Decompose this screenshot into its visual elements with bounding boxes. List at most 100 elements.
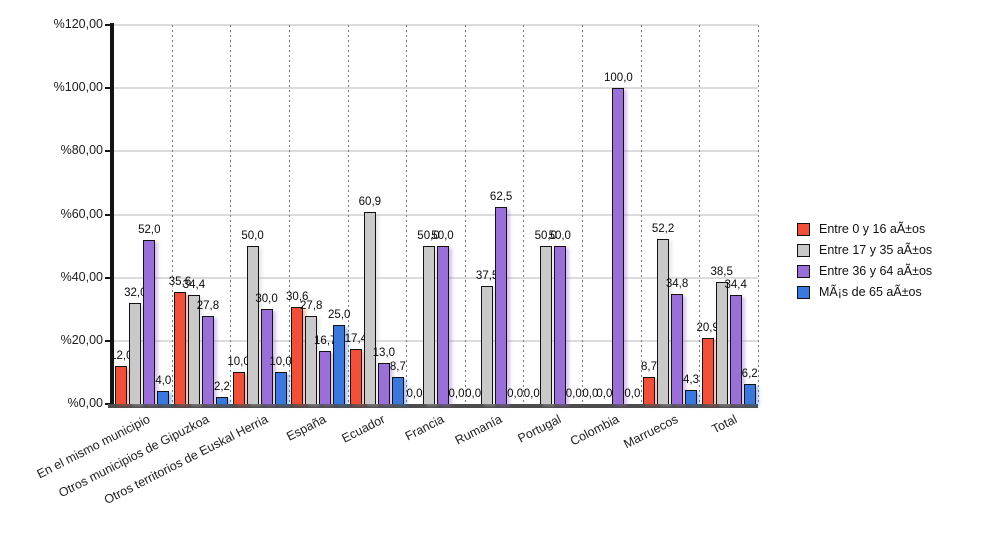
y-axis-tick-mark — [105, 213, 110, 216]
legend-swatch-icon — [797, 285, 810, 299]
bar-value-label: 37,5 — [475, 269, 499, 282]
y-axis-tick-label: %60,00 — [60, 206, 103, 221]
bar-entre-0-y-16-aã±os — [232, 372, 245, 404]
legend-swatch-icon — [797, 264, 810, 278]
y-axis-line — [110, 23, 114, 408]
bar-value-label: 38,5 — [710, 266, 733, 279]
bar-value-label: 2,2 — [213, 381, 230, 394]
bar-value-label: 30,6 — [286, 291, 309, 304]
y-gridline — [113, 339, 758, 342]
bar-mã¡s-de-65-aã±os — [274, 372, 287, 404]
bar-value-label: 62,5 — [489, 190, 513, 203]
bar-entre-0-y-16-aã±os — [643, 376, 656, 404]
legend-item: Entre 0 y 16 aÃ±os — [797, 222, 932, 236]
bar-value-label: 50,0 — [534, 230, 557, 243]
bar-entre-0-y-16-aã±os — [115, 366, 128, 404]
bar-entre-36-y-64-aã±os — [319, 351, 332, 404]
bar-value-label: 8,7 — [641, 360, 658, 373]
legend-swatch-icon — [797, 222, 810, 236]
y-gridline — [113, 24, 758, 26]
category-separator-line — [288, 25, 290, 404]
bar-entre-36-y-64-aã±os — [201, 316, 214, 404]
bar-entre-17-y-35-aã±os — [422, 246, 435, 404]
bar-value-label: 0,0 — [523, 388, 540, 400]
bar-value-label: 25,0 — [328, 309, 351, 322]
bar-value-label: 20,9 — [696, 321, 719, 334]
bar-value-label: 27,8 — [300, 300, 323, 313]
chart-legend: Entre 0 y 16 aÃ±os Entre 17 y 35 aÃ±os Ent… — [797, 222, 932, 299]
bar-entre-36-y-64-aã±os — [260, 309, 273, 404]
bar-mã¡s-de-65-aã±os — [391, 376, 404, 404]
y-gridline — [113, 276, 758, 279]
bar-value-label: 50,0 — [241, 230, 264, 243]
bar-entre-17-y-35-aã±os — [539, 246, 552, 404]
y-axis-tick-mark — [105, 87, 110, 90]
bar-value-label: 34,4 — [182, 279, 206, 292]
bar-value-label: 6,2 — [741, 368, 758, 381]
bar-entre-0-y-16-aã±os — [349, 349, 362, 404]
legend-item: Entre 36 y 64 aÃ±os — [797, 264, 932, 278]
y-axis-tick-label: %80,00 — [60, 143, 103, 158]
bar-value-label: 50,0 — [431, 230, 454, 243]
bar-entre-36-y-64-aã±os — [436, 246, 449, 404]
y-axis-tick-mark — [105, 24, 110, 26]
legend-swatch-icon — [797, 243, 810, 257]
bar-entre-36-y-64-aã±os — [671, 294, 684, 404]
bar-entre-36-y-64-aã±os — [553, 246, 566, 404]
y-axis-tick-label: %40,00 — [60, 269, 103, 284]
bar-value-label: 50,0 — [417, 230, 440, 243]
bar-value-label: 100,0 — [604, 72, 633, 85]
bar-entre-17-y-35-aã±os — [657, 239, 670, 404]
bar-value-label: 12,0 — [110, 350, 133, 363]
bar-mã¡s-de-65-aã±os — [215, 397, 228, 404]
bar-value-label: 35,6 — [168, 275, 192, 288]
y-axis-tick-label: %20,00 — [60, 332, 103, 347]
bar-value-label: 17,4 — [344, 333, 368, 346]
bar-entre-36-y-64-aã±os — [143, 239, 156, 404]
bar-entre-17-y-35-aã±os — [715, 282, 728, 404]
category-separator-line — [582, 25, 584, 404]
bar-value-label: 52,2 — [651, 223, 675, 236]
y-axis-tick-label: %100,00 — [53, 80, 103, 95]
category-separator-line — [758, 25, 759, 404]
legend-item: MÃ¡s de 65 aÃ±os — [797, 285, 932, 299]
bar-value-label: 0,0 — [565, 388, 582, 400]
bar-value-label: 27,8 — [196, 300, 220, 313]
bar-mã¡s-de-65-aã±os — [685, 390, 698, 404]
bar-value-label: 52,0 — [138, 223, 161, 236]
bar-mã¡s-de-65-aã±os — [333, 325, 346, 404]
y-axis-tick-label: %0,00 — [67, 396, 103, 410]
y-axis-tick-mark — [105, 339, 110, 342]
bar-entre-17-y-35-aã±os — [305, 316, 318, 404]
bar-value-label: 0,0 — [624, 388, 641, 400]
bar-mã¡s-de-65-aã±os — [743, 384, 756, 404]
category-separator-line — [347, 25, 349, 404]
bar-entre-0-y-16-aã±os — [291, 307, 304, 404]
bar-value-label: 16,7 — [314, 335, 337, 348]
bar-value-label: 32,0 — [124, 286, 147, 299]
bar-value-label: 34,8 — [665, 278, 689, 291]
y-axis-tick-mark — [105, 150, 110, 153]
bar-mã¡s-de-65-aã±os — [157, 391, 170, 404]
bar-value-label: 10,0 — [269, 356, 292, 369]
bar-entre-17-y-35-aã±os — [481, 285, 494, 404]
category-separator-line — [640, 25, 642, 404]
y-gridline — [113, 150, 758, 153]
bar-value-label: 4,3 — [683, 374, 700, 387]
bar-value-label: 0,0 — [465, 388, 482, 400]
bar-value-label: 13,0 — [372, 346, 396, 359]
category-separator-line — [523, 25, 525, 404]
bar-value-label: 34,4 — [724, 279, 747, 292]
bar-entre-0-y-16-aã±os — [173, 291, 186, 404]
bar-value-label: 8,7 — [389, 360, 406, 373]
bar-value-label: 50,0 — [548, 230, 571, 243]
bar-entre-17-y-35-aã±os — [246, 246, 259, 404]
legend-label: Entre 17 y 35 aÃ±os — [819, 243, 933, 257]
bar-value-label: 0,0 — [406, 388, 423, 400]
legend-label: MÃ¡s de 65 aÃ±os — [819, 285, 922, 299]
legend-label: Entre 0 y 16 aÃ±os — [819, 222, 926, 236]
bar-entre-0-y-16-aã±os — [701, 337, 714, 404]
bar-entre-36-y-64-aã±os — [377, 362, 390, 404]
category-separator-line — [230, 25, 232, 404]
